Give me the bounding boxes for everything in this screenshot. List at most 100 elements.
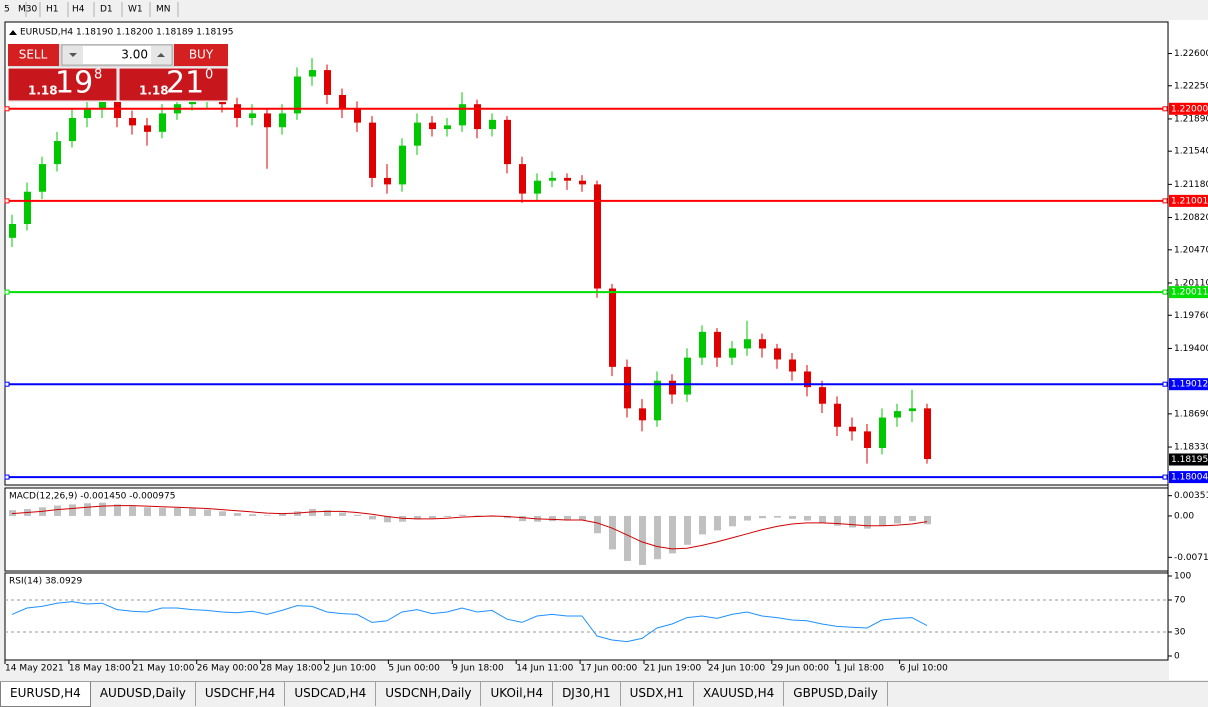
y-tick-label: 1.18690: [1174, 409, 1208, 419]
volume-input[interactable]: [61, 44, 173, 66]
macd-bar: [834, 515, 841, 526]
macd-bar: [399, 515, 406, 522]
arrow-icon: [157, 53, 165, 57]
macd-bar: [234, 513, 241, 516]
symbol-tab[interactable]: EURUSD,H4: [0, 682, 91, 707]
x-tick-label: 17 Jun 00:00: [580, 664, 637, 674]
timeframe-button[interactable]: M30: [18, 5, 37, 15]
candle-body: [609, 288, 616, 367]
x-tick-label: 29 Jun 00:00: [772, 664, 829, 674]
candle-body: [729, 348, 736, 358]
macd-bar: [219, 511, 226, 516]
macd-bar: [609, 515, 616, 550]
candle-body: [354, 108, 361, 123]
arrow-icon: [69, 53, 77, 57]
macd-bar: [54, 505, 61, 516]
candle-body: [159, 113, 166, 132]
macd-bar: [84, 503, 91, 516]
macd-bar: [129, 506, 136, 516]
symbol-tab[interactable]: USDCHF,H4: [196, 682, 286, 706]
candle-body: [309, 70, 316, 77]
macd-bar: [174, 507, 181, 516]
symbol-tab[interactable]: USDCAD,H4: [285, 682, 377, 706]
symbol-tab[interactable]: DJ30,H1: [553, 682, 621, 706]
macd-bar: [504, 515, 511, 519]
x-tick-label: 6 Jul 10:00: [900, 664, 949, 674]
timeframe-button[interactable]: H1: [46, 5, 59, 15]
x-tick-label: 21 May 10:00: [133, 664, 195, 674]
timeframe-button[interactable]: W1: [128, 5, 143, 15]
symbol-tab[interactable]: GBPUSD,Daily: [784, 682, 888, 706]
x-tick-label: 26 May 00:00: [197, 664, 259, 674]
y-tick-label: 1.20110: [1174, 278, 1208, 288]
macd-bar: [429, 515, 436, 519]
candle-body: [54, 141, 61, 165]
y-tick-label: 100: [1174, 572, 1191, 582]
macd-bar: [699, 515, 706, 535]
level-label-box: [1169, 378, 1208, 391]
y-tick-label: 0.003515: [1174, 491, 1208, 501]
macd-bar: [9, 510, 16, 516]
buy-label: BUY: [189, 48, 214, 62]
symbol-tab[interactable]: USDX,H1: [621, 682, 694, 706]
candle-body: [69, 118, 76, 142]
y-tick-label: 1.19760: [1174, 311, 1208, 321]
candle-body: [864, 431, 871, 448]
candle-body: [24, 191, 31, 225]
level-handle: [4, 106, 10, 112]
timeframe-button[interactable]: MN: [156, 5, 171, 15]
macd-bar: [654, 515, 661, 560]
candle-body: [444, 125, 451, 130]
timeframe-button[interactable]: 5: [4, 5, 10, 15]
panel-frame: [4, 572, 1169, 661]
symbol-tab[interactable]: AUDUSD,Daily: [91, 682, 196, 706]
macd-bar: [324, 510, 331, 516]
timeframe-button[interactable]: H4: [72, 5, 85, 15]
candle-body: [264, 113, 271, 128]
bid-big: 1.18: [28, 84, 58, 98]
macd-bar: [384, 515, 391, 523]
symbol-tab[interactable]: USDCNH,Daily: [376, 682, 482, 706]
macd-bar: [354, 514, 361, 516]
price-box[interactable]: [118, 67, 229, 102]
y-tick-label: 30: [1174, 628, 1186, 638]
candle-body: [249, 113, 256, 119]
level-label: 1.21001: [1171, 196, 1208, 206]
macd-bar: [144, 507, 151, 516]
candle-body: [414, 122, 421, 146]
level-label: 1.19012: [1171, 380, 1208, 390]
level-label: 1.18004: [1171, 473, 1208, 483]
buy-button[interactable]: [174, 44, 228, 66]
candle-body: [234, 104, 241, 119]
level-label: 1.22000: [1171, 104, 1208, 114]
x-tick-label: 18 May 18:00: [69, 664, 131, 674]
macd-bar: [189, 508, 196, 516]
macd-bar: [279, 513, 286, 516]
x-tick-label: 21 Jun 19:00: [644, 664, 701, 674]
symbol-tab[interactable]: UKOil,H4: [481, 682, 554, 706]
price-box[interactable]: [7, 67, 118, 102]
candle-body: [399, 145, 406, 185]
macd-bar: [894, 515, 901, 524]
volume-value: 3.00: [121, 48, 148, 62]
candle-body: [549, 177, 556, 181]
candle-body: [834, 403, 841, 427]
macd-bar: [204, 509, 211, 516]
panel-title: RSI(14) 38.0929: [9, 577, 82, 587]
macd-bar: [369, 515, 376, 520]
symbol-tab[interactable]: XAUUSD,H4: [694, 682, 785, 706]
x-tick-label: 14 Jun 11:00: [516, 664, 573, 674]
candle-body: [39, 164, 46, 192]
y-tick-label: 0: [1174, 652, 1180, 662]
y-tick-label: 70: [1174, 596, 1186, 606]
macd-bar: [714, 515, 721, 531]
level-label: 1.20011: [1171, 288, 1208, 298]
candle-body: [774, 348, 781, 360]
candle-body: [369, 122, 376, 178]
timeframe-button[interactable]: D1: [100, 5, 113, 15]
macd-bar: [519, 515, 526, 522]
candle-body: [714, 331, 721, 358]
level-handle: [4, 474, 10, 480]
candle-body: [759, 339, 766, 349]
sell-button[interactable]: [8, 44, 59, 66]
